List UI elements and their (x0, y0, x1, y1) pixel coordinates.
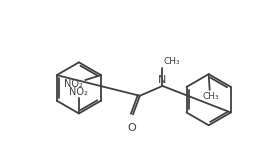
Text: NO₂: NO₂ (69, 87, 88, 97)
Text: N: N (158, 75, 167, 85)
Text: CH₃: CH₃ (163, 57, 180, 66)
Text: NO₂: NO₂ (64, 79, 83, 89)
Text: CH₃: CH₃ (202, 92, 219, 101)
Text: O: O (128, 123, 136, 133)
